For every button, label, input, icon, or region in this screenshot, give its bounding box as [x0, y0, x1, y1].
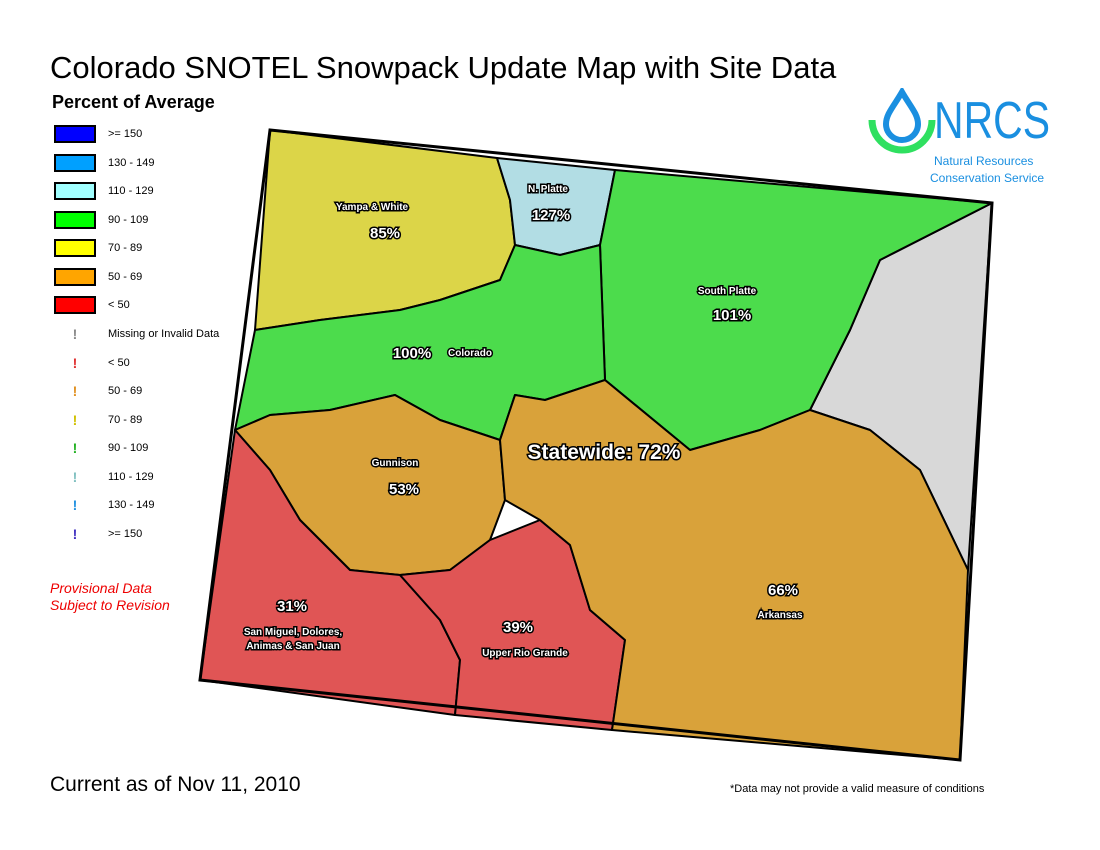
legend-label: 70 - 89 — [108, 242, 143, 254]
legend-site-marker: ! 110 - 129 — [54, 467, 154, 487]
site-marker-icon: ! — [72, 525, 78, 542]
state-outline — [198, 128, 994, 762]
provisional-note: Provisional Data Subject to Revision — [50, 580, 170, 614]
legend-class: 90 - 109 — [54, 210, 148, 230]
basin-percent: 101% — [713, 307, 751, 324]
basin-arkansas — [499, 379, 969, 761]
logo-arc-icon — [868, 119, 936, 154]
basin-percent: 85% — [370, 225, 400, 242]
site-marker-icon: ! — [72, 497, 78, 513]
legend-label: 110 - 129 — [108, 470, 154, 483]
legend-class: < 50 — [54, 295, 130, 315]
logo-line2: Conservation Service — [930, 171, 1044, 185]
site-marker-icon: ! — [72, 440, 78, 456]
legend-site-marker: ! 70 - 89 — [54, 410, 143, 430]
basin-name: Upper Rio Grande — [482, 648, 568, 659]
legend-label: 70 - 89 — [108, 413, 143, 426]
legend-site-marker: ! Missing or Invalid Data — [54, 324, 220, 344]
legend-label: Missing or Invalid Data — [108, 328, 220, 340]
legend-class: 130 - 149 — [54, 153, 154, 173]
water-drop-icon — [882, 88, 922, 143]
basin-percent: 53% — [389, 481, 419, 498]
legend-site-marker: ! >= 150 — [54, 524, 143, 544]
legend-label: 110 - 129 — [108, 185, 154, 197]
statewide-percent: Statewide: 72% — [528, 441, 681, 464]
legend-label: 130 - 149 — [108, 499, 155, 511]
legend-swatch — [54, 296, 96, 314]
legend-label: 50 - 69 — [108, 270, 143, 283]
legend-site-marker: ! < 50 — [54, 353, 130, 373]
provisional-line: Provisional Data — [50, 580, 152, 596]
basin-percent: 66% — [768, 582, 798, 599]
legend-site-marker: ! 50 - 69 — [54, 381, 143, 401]
data-disclaimer: *Data may not provide a valid measure of… — [730, 783, 985, 795]
legend-site-marker: ! 130 - 149 — [54, 495, 155, 515]
legend-swatch — [54, 125, 96, 143]
current-as-of: Current as of Nov 11, 2010 — [50, 773, 301, 796]
legend-swatch — [54, 239, 96, 257]
nrcs-logo: NRCS Natural Resources Conservation Serv… — [868, 88, 1050, 185]
legend-swatch — [54, 267, 96, 286]
basin-name: South Platte — [698, 286, 757, 297]
site-marker-icon: ! — [72, 383, 78, 399]
basin-name: San Miguel, Dolores, — [244, 627, 343, 638]
legend-swatch — [54, 153, 96, 172]
legend-label: < 50 — [108, 356, 130, 369]
legend-class: 110 - 129 — [54, 181, 154, 201]
map-title: Colorado SNOTEL Snowpack Update Map with… — [50, 50, 837, 85]
legend-swatch — [54, 210, 96, 229]
site-marker-icon: ! — [72, 468, 78, 485]
site-marker-icon: ! — [72, 354, 78, 371]
basin-name: Gunnison — [372, 458, 419, 469]
legend-label: >= 150 — [108, 527, 143, 540]
logo-line1: Natural Resources — [934, 154, 1033, 168]
legend-label: 90 - 109 — [108, 442, 149, 454]
basin-percent: 100% — [393, 345, 431, 362]
legend-class: >= 150 — [54, 124, 142, 144]
basin-name: N. Platte — [528, 184, 568, 195]
legend-swatch — [54, 182, 96, 200]
legend-label: 130 - 149 — [108, 156, 155, 169]
basin-name: Arkansas — [757, 610, 802, 621]
site-marker-icon: ! — [72, 411, 78, 428]
legend-class: 70 - 89 — [54, 238, 142, 258]
basin-name: Yampa & White — [336, 202, 409, 213]
site-marker-icon: ! — [72, 326, 78, 342]
legend-label: 90 - 109 — [108, 213, 149, 226]
legend-site-marker: ! 90 - 109 — [54, 438, 149, 458]
legend-label: 50 - 69 — [108, 385, 143, 397]
legend-title: Percent of Average — [52, 92, 215, 112]
basin-percent: 39% — [503, 619, 533, 636]
basin-percent: 127% — [532, 207, 570, 224]
basin-percent: 31% — [277, 598, 307, 615]
logo-acronym: NRCS — [934, 92, 1050, 150]
legend-label: < 50 — [108, 299, 130, 311]
basin-name: Colorado — [448, 348, 492, 359]
legend-label: >= 150 — [108, 128, 143, 140]
provisional-line: Subject to Revision — [50, 597, 170, 613]
basin-name-line2: Animas & San Juan — [246, 641, 339, 652]
legend-class: 50 - 69 — [54, 267, 142, 287]
